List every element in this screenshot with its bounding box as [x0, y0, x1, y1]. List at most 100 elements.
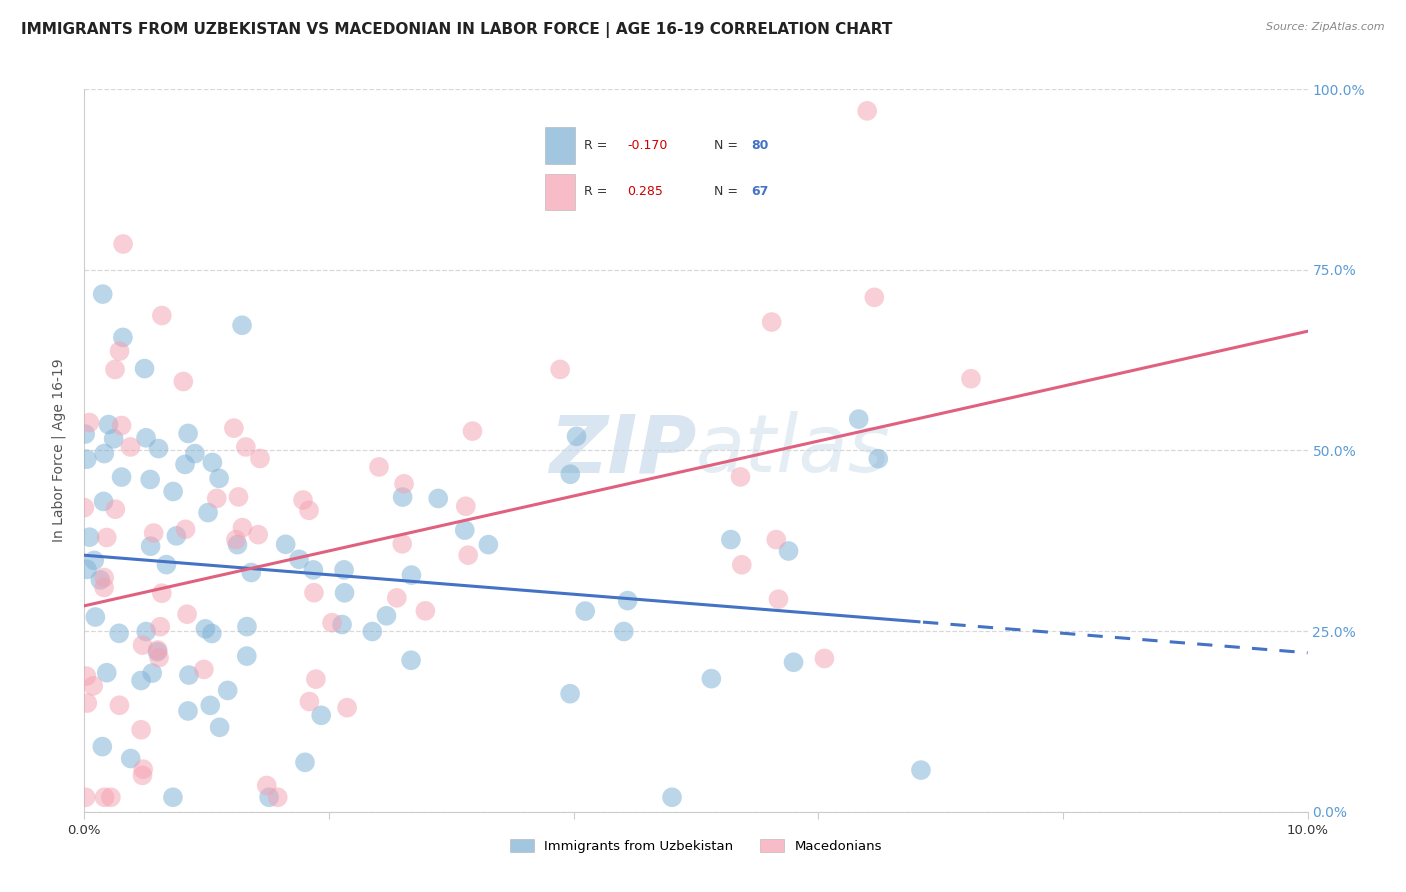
Point [111, 330, 134, 344]
Point [336, 700, 359, 714]
Point [427, 491, 450, 506]
Point [960, 372, 983, 386]
Point [177, 668, 200, 682]
Point [141, 666, 163, 681]
Point [139, 539, 162, 553]
Point [93, 581, 115, 595]
Point [333, 586, 356, 600]
Point [73, 500, 96, 515]
Point [76, 452, 98, 467]
Point [457, 548, 479, 562]
Point [375, 608, 398, 623]
Point [132, 762, 155, 776]
Point [75, 427, 97, 442]
Point [135, 431, 157, 445]
Point [184, 447, 207, 461]
Point [236, 649, 259, 664]
Point [172, 375, 194, 389]
Point [142, 526, 165, 541]
Point [298, 503, 321, 517]
Point [129, 723, 152, 737]
Point [288, 552, 311, 566]
Point [391, 537, 413, 551]
Point [226, 538, 249, 552]
Text: ZIP: ZIP [548, 411, 696, 490]
Point [558, 687, 581, 701]
Point [294, 756, 316, 770]
Point [103, 432, 125, 446]
Point [93, 494, 115, 508]
Point [177, 426, 200, 441]
Point [231, 318, 253, 333]
Point [720, 533, 742, 547]
Point [274, 537, 297, 551]
Point [89, 573, 111, 587]
Point [149, 620, 172, 634]
Point [83, 553, 105, 567]
Point [454, 500, 477, 514]
Point [225, 533, 247, 547]
Point [129, 673, 152, 688]
Point [108, 626, 131, 640]
Point [93, 446, 115, 460]
Point [110, 418, 132, 433]
Point [146, 643, 169, 657]
Point [110, 470, 132, 484]
Point [120, 751, 142, 765]
Point [477, 538, 499, 552]
Point [104, 502, 127, 516]
Point [96, 531, 118, 545]
Point [392, 476, 415, 491]
Point [249, 451, 271, 466]
Point [761, 315, 783, 329]
Point [454, 523, 477, 537]
Point [174, 458, 197, 472]
Point [150, 309, 173, 323]
Point [548, 362, 571, 376]
Point [236, 619, 259, 633]
Point [613, 624, 636, 639]
Point [217, 683, 239, 698]
Point [75, 790, 97, 805]
Point [240, 566, 263, 580]
Point [305, 672, 328, 686]
Point [131, 638, 153, 652]
Point [616, 593, 638, 607]
Point [848, 412, 870, 426]
Point [309, 708, 332, 723]
Point [256, 779, 278, 793]
Point [108, 344, 131, 359]
Point [565, 429, 588, 443]
Point [661, 790, 683, 805]
Point [176, 607, 198, 622]
Point [235, 440, 257, 454]
Point [79, 416, 101, 430]
Point [856, 103, 879, 118]
Point [231, 520, 253, 534]
Point [84, 610, 107, 624]
Point [205, 491, 228, 506]
Point [165, 529, 187, 543]
Point [560, 467, 582, 482]
Point [298, 695, 321, 709]
Point [97, 417, 120, 432]
Point [401, 568, 423, 582]
Point [267, 790, 290, 805]
Point [148, 650, 170, 665]
Point [146, 645, 169, 659]
Point [415, 604, 437, 618]
Point [321, 615, 343, 630]
Text: Source: ZipAtlas.com: Source: ZipAtlas.com [1267, 22, 1385, 32]
Point [104, 362, 127, 376]
Point [765, 533, 787, 547]
Point [200, 698, 222, 713]
Point [193, 662, 215, 676]
Point [91, 287, 114, 301]
Point [139, 473, 162, 487]
Point [302, 563, 325, 577]
Point [91, 739, 114, 754]
Point [391, 490, 413, 504]
Point [201, 455, 224, 469]
Point [782, 655, 804, 669]
Point [385, 591, 408, 605]
